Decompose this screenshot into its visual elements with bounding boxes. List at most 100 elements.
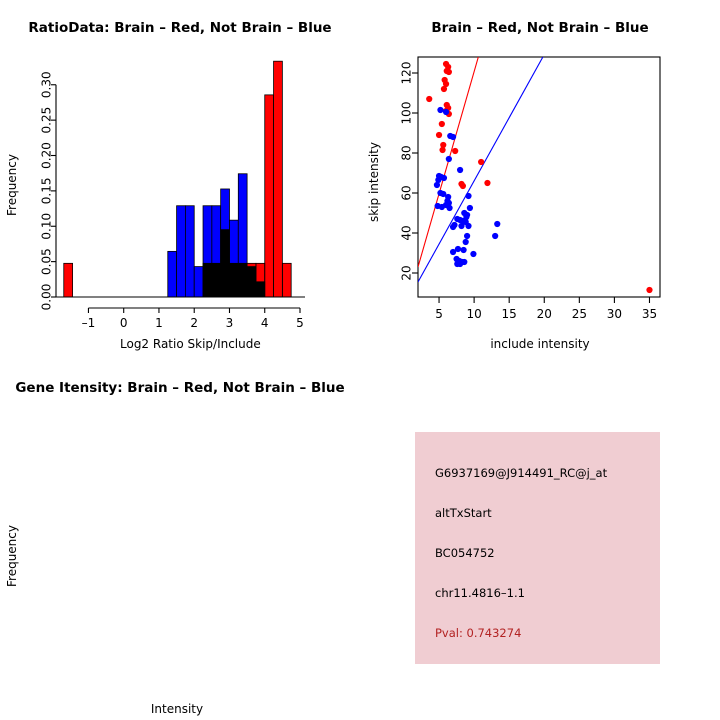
gene-info-panel: G6937169@J914491_RC@j_at altTxStart BC05… — [415, 432, 660, 664]
y-axis-tick-label: 0.25 — [40, 107, 54, 134]
scatter-point — [439, 146, 446, 154]
y-axis-tick-label: 100 — [400, 102, 414, 125]
panel-scatter: Brain – Red, Not Brain – Blue 20 40 60 80 10… — [360, 0, 720, 360]
ratio-hist-axes: 0.00 0.05 0.10 0.15 0.20 0.25 0.30 –1 0 1 2 3 4 5 — [40, 71, 305, 330]
x-axis-tick-label: 2 — [190, 316, 198, 330]
scatter-point — [460, 246, 467, 254]
x-axis-tick-label: 20 — [537, 307, 552, 321]
scatter-point — [494, 220, 501, 228]
info-accession: BC054752 — [435, 546, 495, 560]
scatter-point — [445, 155, 452, 163]
scatter-point — [454, 245, 462, 253]
scatter-point — [458, 222, 465, 230]
y-axis-tick-label: 0.05 — [40, 248, 54, 275]
histogram-bar-not-brain — [185, 205, 195, 298]
scatter-point — [464, 232, 471, 240]
scatter-point — [465, 222, 472, 230]
scatter-point — [452, 147, 459, 155]
x-axis-tick-label: 5 — [296, 316, 304, 330]
x-axis-tick-label: 5 — [435, 307, 443, 321]
scatter-point — [449, 133, 457, 141]
scatter-point — [433, 181, 441, 189]
ratio-hist-bars — [63, 60, 292, 298]
scatter-ylabel: skip intensity — [367, 142, 381, 222]
x-axis-tick-label: 10 — [466, 307, 481, 321]
x-axis-tick-label: 3 — [226, 316, 234, 330]
scatter-point — [446, 204, 453, 212]
y-axis-tick-label: 0.00 — [40, 284, 54, 311]
scatter-fit-lines — [418, 57, 544, 283]
y-axis-tick-label: 0.20 — [40, 142, 54, 169]
scatter-point — [442, 80, 450, 88]
scatter-point — [435, 131, 443, 139]
histogram-bar-brain — [246, 262, 257, 298]
scatter-point — [442, 108, 450, 116]
x-axis-tick-label: 30 — [607, 307, 622, 321]
scatter-point — [462, 238, 469, 246]
histogram-bar-brain — [202, 262, 213, 298]
info-locus: chr11.4816–1.1 — [435, 586, 525, 600]
x-axis-tick-label: 35 — [642, 307, 657, 321]
histogram-bar-not-brain — [176, 205, 186, 298]
y-axis-tick-label: 120 — [400, 62, 414, 85]
scatter-plot: 20 40 60 80 100 120 5 10 15 20 25 30 35 include inte… — [367, 56, 661, 351]
histogram-bar-brain — [220, 229, 230, 298]
scatter-title: Brain – Red, Not Brain – Blue — [431, 20, 649, 36]
panel-ratio-histogram: RatioData: Brain – Red, Not Brain – Blue… — [0, 0, 360, 360]
y-axis-tick-label: 0.30 — [40, 71, 54, 98]
scatter-frame — [417, 56, 661, 298]
x-axis-tick-label: –1 — [82, 316, 96, 330]
scatter-point — [449, 248, 457, 256]
scatter-point — [463, 213, 470, 221]
gene-hist-title: Gene Itensity: Brain – Red, Not Brain – … — [15, 380, 345, 396]
histogram-bar-brain — [273, 60, 283, 298]
ratio-histogram-plot: 0.00 0.05 0.10 0.15 0.20 0.25 0.30 –1 0 1 2 3 4 5 — [40, 60, 305, 330]
histogram-bar-brain — [229, 262, 239, 298]
scatter-axes: 20 40 60 80 100 120 5 10 15 20 25 30 35 — [400, 62, 658, 321]
scatter-point — [465, 192, 472, 200]
scatter-point — [466, 204, 474, 212]
x-axis-tick-label: 4 — [261, 316, 269, 330]
not-brain-fit-line — [418, 57, 544, 283]
y-axis-tick-label: 20 — [400, 265, 414, 280]
scatter-point — [646, 286, 653, 294]
scatter-points — [426, 60, 653, 294]
scatter-point — [440, 174, 448, 182]
scatter-point — [456, 260, 464, 268]
scatter-point — [484, 179, 491, 187]
scatter-xlabel: include intensity — [490, 337, 589, 351]
scatter-point — [449, 223, 457, 231]
y-axis-tick-label: 0.15 — [40, 178, 54, 205]
panel-gene-histogram: Gene Itensity: Brain – Red, Not Brain – … — [0, 360, 360, 720]
x-axis-tick-label: 25 — [572, 307, 587, 321]
scatter-point — [426, 95, 433, 103]
plot-frame — [417, 56, 661, 298]
ratio-hist-title: RatioData: Brain – Red, Not Brain – Blue — [28, 20, 332, 36]
y-axis-tick-label: 60 — [400, 185, 414, 200]
x-axis-tick-label: 15 — [502, 307, 517, 321]
scatter-point — [438, 120, 445, 128]
scatter-point — [459, 182, 466, 190]
scatter-point — [440, 190, 447, 198]
histogram-bar-brain — [211, 262, 222, 298]
y-axis-tick-label: 0.10 — [40, 213, 54, 240]
scatter-point — [470, 250, 477, 258]
scatter-point — [438, 203, 445, 211]
y-axis-tick-label: 80 — [400, 145, 414, 160]
histogram-bar-brain — [237, 262, 248, 298]
histogram-bar-brain — [281, 262, 292, 298]
histogram-bar-not-brain — [193, 266, 204, 298]
gene-hist-ylabel: Frequency — [5, 525, 19, 587]
x-axis-tick-label: 1 — [155, 316, 163, 330]
histogram-bar-not-brain — [167, 250, 177, 298]
scatter-point — [437, 106, 444, 114]
info-pvalue: Pval: 0.743274 — [435, 626, 522, 640]
histogram-bar-brain — [63, 262, 73, 298]
info-event-type: altTxStart — [435, 506, 492, 520]
gene-histogram-plot: 0.000.050.100.15406080100120 Intensity F… — [5, 525, 203, 716]
y-axis-tick-label: 40 — [400, 225, 414, 240]
gene-hist-xlabel: Intensity — [151, 702, 203, 716]
scatter-point — [478, 158, 485, 166]
info-probe-id: G6937169@J914491_RC@j_at — [435, 466, 608, 480]
